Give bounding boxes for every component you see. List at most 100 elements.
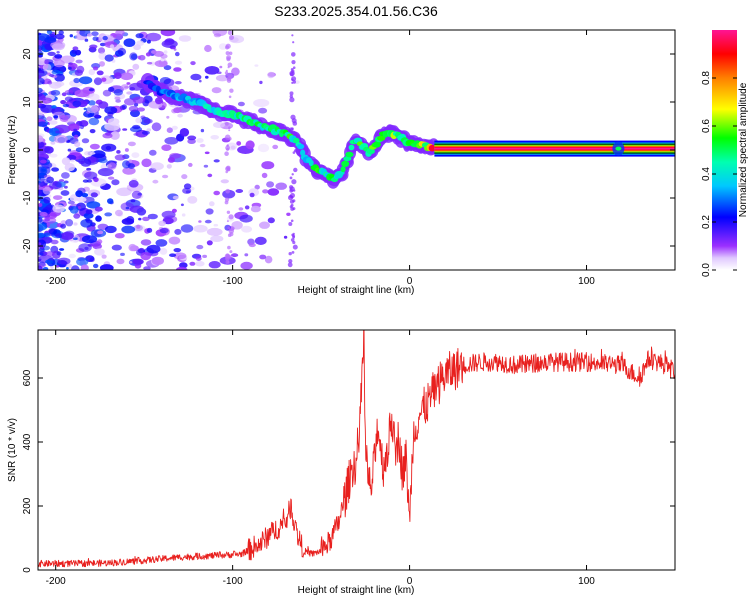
y-tick-label: 20	[22, 48, 33, 60]
noise-blob	[80, 264, 89, 270]
noise-blob	[175, 266, 188, 270]
ridge-core	[348, 144, 355, 151]
noise-blob	[141, 130, 150, 135]
noise-blob	[97, 168, 114, 177]
noise-blob	[68, 253, 76, 259]
noise-blob	[56, 51, 60, 54]
noise-blob	[54, 81, 65, 87]
noise-blob	[225, 43, 231, 49]
noise-blob	[181, 174, 188, 180]
noise-blob	[257, 143, 270, 153]
noise-blob	[289, 72, 294, 77]
noise-blob	[236, 141, 242, 146]
noise-blob	[50, 141, 56, 145]
noise-blob	[99, 264, 114, 270]
noise-blob	[114, 96, 121, 101]
noise-blob	[109, 44, 115, 49]
noise-blob	[174, 60, 183, 65]
noise-blob	[238, 207, 244, 211]
noise-blob	[92, 66, 99, 71]
spectrogram-y-axis-label: Frequency (Hz)	[7, 116, 18, 185]
noise-blob	[283, 235, 288, 239]
noise-blob	[292, 234, 296, 238]
noise-blob	[123, 38, 136, 47]
noise-blob	[187, 135, 197, 141]
noise-blob	[114, 233, 125, 239]
y-tick-label: 400	[22, 433, 33, 450]
noise-blob	[145, 32, 162, 42]
noise-blob	[39, 159, 47, 164]
noise-blob	[114, 154, 126, 161]
y-tick-label: 600	[22, 369, 33, 386]
noise-blob	[159, 247, 168, 255]
noise-blob	[101, 143, 117, 152]
noise-blob	[64, 185, 68, 189]
noise-blob	[60, 109, 65, 112]
noise-blob	[253, 99, 270, 107]
noise-blob	[104, 54, 114, 62]
noise-blob	[224, 71, 229, 75]
noise-blob	[73, 222, 78, 226]
noise-blob	[38, 45, 42, 50]
noise-blob	[78, 76, 93, 85]
carrier-band	[434, 147, 675, 150]
noise-blob	[101, 254, 107, 259]
noise-blob	[254, 64, 259, 67]
noise-blob	[172, 195, 179, 200]
colorbar: 0.0 0.2 0.4 0.6 0.8 Normalized spectral ampl…	[701, 30, 749, 277]
noise-blob	[84, 171, 98, 180]
noise-blob	[207, 173, 213, 178]
noise-blob	[135, 33, 144, 39]
noise-blob	[164, 137, 179, 145]
noise-blob	[190, 61, 196, 66]
colorbar-tick-label: 0.6	[701, 119, 712, 133]
noise-blob	[108, 86, 115, 92]
noise-blob	[64, 163, 76, 172]
noise-blob	[73, 77, 80, 84]
noise-blob	[140, 239, 152, 246]
noise-blob	[128, 180, 139, 188]
noise-blob	[71, 265, 80, 270]
noise-blob	[121, 104, 128, 110]
noise-blob	[174, 81, 182, 85]
noise-blob	[38, 32, 42, 36]
noise-blob	[205, 208, 214, 215]
y-tick-label: 10	[22, 96, 33, 108]
noise-blob	[250, 205, 261, 213]
noise-blob	[227, 245, 231, 250]
noise-blob	[65, 219, 74, 227]
noise-blob	[94, 114, 100, 118]
colorbar-gradient	[712, 30, 737, 270]
noise-blob	[108, 162, 117, 170]
noise-blob	[120, 252, 125, 256]
noise-blob	[51, 105, 57, 109]
noise-blob	[38, 252, 44, 256]
noise-blob	[43, 232, 51, 237]
noise-blob	[121, 84, 129, 90]
noise-blob	[168, 236, 181, 245]
noise-blob	[115, 30, 125, 36]
noise-blob	[173, 67, 182, 72]
noise-blob	[88, 117, 100, 126]
noise-blob	[104, 106, 118, 115]
snr-y-ticks: 0 200 400 600	[22, 369, 675, 573]
colorbar-tick-label: 0.2	[701, 215, 712, 229]
noise-blob	[121, 225, 136, 234]
noise-blob	[85, 219, 93, 224]
noise-blob	[94, 206, 103, 212]
noise-blob	[111, 179, 120, 186]
noise-blob	[93, 263, 99, 269]
noise-blob	[102, 89, 112, 97]
noise-blob	[45, 259, 54, 264]
y-tick-label: -20	[22, 238, 33, 253]
noise-blob	[58, 30, 64, 35]
noise-blob	[272, 144, 279, 150]
noise-blob	[146, 244, 161, 254]
noise-blob	[53, 195, 63, 201]
noise-blob	[53, 135, 68, 144]
noise-blob	[169, 152, 181, 159]
noise-blob	[98, 101, 109, 109]
noise-blob	[228, 95, 232, 99]
noise-blob	[75, 147, 84, 152]
noise-blob	[80, 158, 92, 167]
